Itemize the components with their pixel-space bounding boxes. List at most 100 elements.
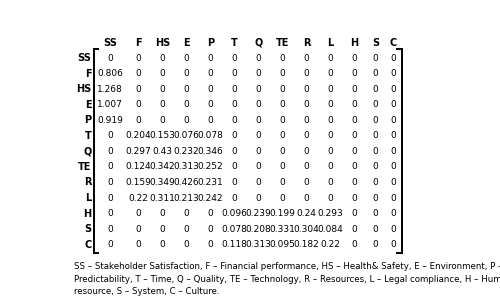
Text: 0: 0 bbox=[232, 69, 237, 78]
Text: 0: 0 bbox=[352, 116, 358, 125]
Text: R: R bbox=[84, 178, 92, 187]
Text: 0.313: 0.313 bbox=[246, 240, 272, 249]
Text: 0.349: 0.349 bbox=[150, 178, 176, 187]
Text: 0: 0 bbox=[372, 225, 378, 234]
Text: 0: 0 bbox=[280, 147, 285, 156]
Text: 0.22: 0.22 bbox=[320, 240, 340, 249]
Text: 0: 0 bbox=[160, 53, 166, 63]
Text: 0: 0 bbox=[372, 178, 378, 187]
Text: 0: 0 bbox=[184, 100, 190, 109]
Text: 0: 0 bbox=[232, 162, 237, 171]
Text: SS: SS bbox=[78, 53, 92, 63]
Text: 0.24: 0.24 bbox=[296, 209, 316, 218]
Text: 0: 0 bbox=[352, 225, 358, 234]
Text: 0: 0 bbox=[256, 85, 262, 94]
Text: 0: 0 bbox=[352, 194, 358, 203]
Text: 0: 0 bbox=[372, 85, 378, 94]
Text: C: C bbox=[389, 37, 396, 48]
Text: 0.076: 0.076 bbox=[174, 131, 200, 140]
Text: T: T bbox=[85, 131, 91, 141]
Text: 0.204: 0.204 bbox=[126, 131, 152, 140]
Text: TE: TE bbox=[78, 162, 92, 172]
Text: 0: 0 bbox=[208, 85, 214, 94]
Text: 0: 0 bbox=[328, 147, 334, 156]
Text: 0: 0 bbox=[328, 85, 334, 94]
Text: 0: 0 bbox=[304, 53, 310, 63]
Text: 0: 0 bbox=[390, 178, 396, 187]
Text: L: L bbox=[328, 37, 334, 48]
Text: 0: 0 bbox=[372, 240, 378, 249]
Text: SS – Stakeholder Satisfaction, F – Financial performance, HS – Health& Safety, E: SS – Stakeholder Satisfaction, F – Finan… bbox=[74, 262, 500, 296]
Text: F: F bbox=[135, 37, 142, 48]
Text: 0: 0 bbox=[352, 209, 358, 218]
Text: 0: 0 bbox=[372, 131, 378, 140]
Text: 0: 0 bbox=[232, 100, 237, 109]
Text: H: H bbox=[350, 37, 358, 48]
Text: 0: 0 bbox=[256, 131, 262, 140]
Text: 0.118: 0.118 bbox=[222, 240, 248, 249]
Text: 0: 0 bbox=[390, 131, 396, 140]
Text: 0: 0 bbox=[208, 53, 214, 63]
Text: 0.297: 0.297 bbox=[126, 147, 152, 156]
Text: SS: SS bbox=[103, 37, 117, 48]
Text: 0: 0 bbox=[328, 178, 334, 187]
Text: 0: 0 bbox=[184, 69, 190, 78]
Text: 0.199: 0.199 bbox=[270, 209, 295, 218]
Text: 0: 0 bbox=[372, 100, 378, 109]
Text: 0: 0 bbox=[160, 100, 166, 109]
Text: 0: 0 bbox=[232, 178, 237, 187]
Text: 0.242: 0.242 bbox=[198, 194, 224, 203]
Text: HS: HS bbox=[155, 37, 170, 48]
Text: 0.078: 0.078 bbox=[222, 225, 248, 234]
Text: 0: 0 bbox=[390, 209, 396, 218]
Text: 0: 0 bbox=[232, 131, 237, 140]
Text: 0.43: 0.43 bbox=[152, 147, 172, 156]
Text: 0: 0 bbox=[304, 131, 310, 140]
Text: C: C bbox=[84, 240, 91, 250]
Text: 0: 0 bbox=[136, 85, 141, 94]
Text: 0: 0 bbox=[136, 100, 141, 109]
Text: 0: 0 bbox=[304, 194, 310, 203]
Text: 0.231: 0.231 bbox=[198, 178, 224, 187]
Text: 0.159: 0.159 bbox=[126, 178, 152, 187]
Text: 0.919: 0.919 bbox=[97, 116, 123, 125]
Text: 0: 0 bbox=[390, 100, 396, 109]
Text: 0.346: 0.346 bbox=[198, 147, 224, 156]
Text: R: R bbox=[303, 37, 310, 48]
Text: 0: 0 bbox=[280, 85, 285, 94]
Text: TE: TE bbox=[276, 37, 289, 48]
Text: 0: 0 bbox=[107, 53, 113, 63]
Text: 0: 0 bbox=[160, 85, 166, 94]
Text: 0: 0 bbox=[390, 147, 396, 156]
Text: 0.239: 0.239 bbox=[246, 209, 272, 218]
Text: 0: 0 bbox=[328, 194, 334, 203]
Text: 0: 0 bbox=[390, 53, 396, 63]
Text: 0: 0 bbox=[372, 147, 378, 156]
Text: 0: 0 bbox=[328, 162, 334, 171]
Text: 0: 0 bbox=[352, 178, 358, 187]
Text: 0: 0 bbox=[390, 225, 396, 234]
Text: 0: 0 bbox=[208, 225, 214, 234]
Text: 0: 0 bbox=[352, 240, 358, 249]
Text: Q: Q bbox=[84, 146, 92, 156]
Text: 0.182: 0.182 bbox=[294, 240, 320, 249]
Text: 0.22: 0.22 bbox=[128, 194, 148, 203]
Text: 0: 0 bbox=[184, 240, 190, 249]
Text: S: S bbox=[84, 224, 91, 234]
Text: 1.268: 1.268 bbox=[97, 85, 123, 94]
Text: 0: 0 bbox=[280, 53, 285, 63]
Text: 0.806: 0.806 bbox=[97, 69, 123, 78]
Text: 0: 0 bbox=[256, 162, 262, 171]
Text: 0: 0 bbox=[372, 116, 378, 125]
Text: 0: 0 bbox=[208, 100, 214, 109]
Text: 0: 0 bbox=[328, 100, 334, 109]
Text: 0: 0 bbox=[107, 240, 113, 249]
Text: T: T bbox=[231, 37, 238, 48]
Text: 0: 0 bbox=[390, 194, 396, 203]
Text: 0: 0 bbox=[160, 116, 166, 125]
Text: 0: 0 bbox=[304, 85, 310, 94]
Text: 0.095: 0.095 bbox=[270, 240, 295, 249]
Text: HS: HS bbox=[76, 84, 92, 94]
Text: H: H bbox=[84, 208, 92, 219]
Text: 0: 0 bbox=[232, 194, 237, 203]
